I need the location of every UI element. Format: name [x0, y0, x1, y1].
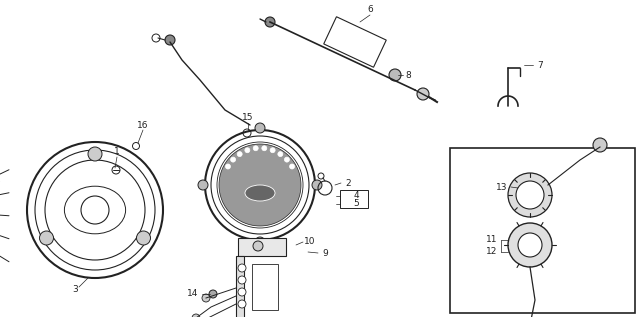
Circle shape: [230, 157, 236, 162]
Circle shape: [389, 69, 401, 81]
Polygon shape: [236, 256, 286, 317]
Text: 14: 14: [188, 289, 198, 299]
Circle shape: [238, 264, 246, 272]
Text: 9: 9: [322, 249, 328, 257]
Circle shape: [255, 123, 265, 133]
Text: 16: 16: [137, 120, 148, 130]
Circle shape: [593, 138, 607, 152]
Circle shape: [255, 237, 265, 247]
Circle shape: [238, 288, 246, 296]
Circle shape: [136, 231, 150, 245]
Text: 15: 15: [243, 113, 253, 122]
Text: 13: 13: [496, 183, 508, 191]
Circle shape: [202, 294, 210, 302]
Circle shape: [508, 173, 552, 217]
Polygon shape: [324, 17, 387, 67]
Circle shape: [245, 148, 250, 153]
Text: 6: 6: [367, 5, 373, 15]
Circle shape: [289, 164, 294, 169]
Text: 3: 3: [72, 286, 78, 294]
Circle shape: [262, 146, 267, 151]
Circle shape: [508, 223, 552, 267]
Circle shape: [88, 147, 102, 161]
Circle shape: [238, 300, 246, 308]
Bar: [450, 148, 635, 313]
Text: 5: 5: [353, 199, 359, 209]
Bar: [238, 238, 286, 256]
Polygon shape: [252, 264, 278, 310]
Circle shape: [518, 233, 542, 257]
Circle shape: [253, 241, 263, 251]
Bar: [340, 190, 368, 208]
Circle shape: [516, 181, 544, 209]
Text: 11: 11: [486, 236, 498, 244]
Text: 10: 10: [304, 237, 316, 247]
Text: 1: 1: [114, 147, 120, 157]
Circle shape: [165, 35, 175, 45]
Text: 7: 7: [537, 61, 543, 69]
Circle shape: [40, 231, 54, 245]
Circle shape: [278, 152, 283, 157]
Ellipse shape: [245, 185, 275, 201]
Text: 12: 12: [486, 248, 498, 256]
Text: 4: 4: [353, 191, 359, 200]
Circle shape: [284, 157, 289, 162]
Circle shape: [253, 146, 258, 151]
Text: 8: 8: [405, 70, 411, 80]
Circle shape: [198, 180, 208, 190]
Circle shape: [312, 180, 322, 190]
Circle shape: [238, 276, 246, 284]
Circle shape: [270, 148, 275, 153]
Circle shape: [209, 290, 217, 298]
Circle shape: [237, 152, 242, 157]
Circle shape: [265, 17, 275, 27]
Circle shape: [417, 88, 429, 100]
Circle shape: [219, 144, 301, 226]
Text: 2: 2: [345, 178, 351, 187]
Circle shape: [192, 314, 200, 317]
Circle shape: [225, 164, 230, 169]
